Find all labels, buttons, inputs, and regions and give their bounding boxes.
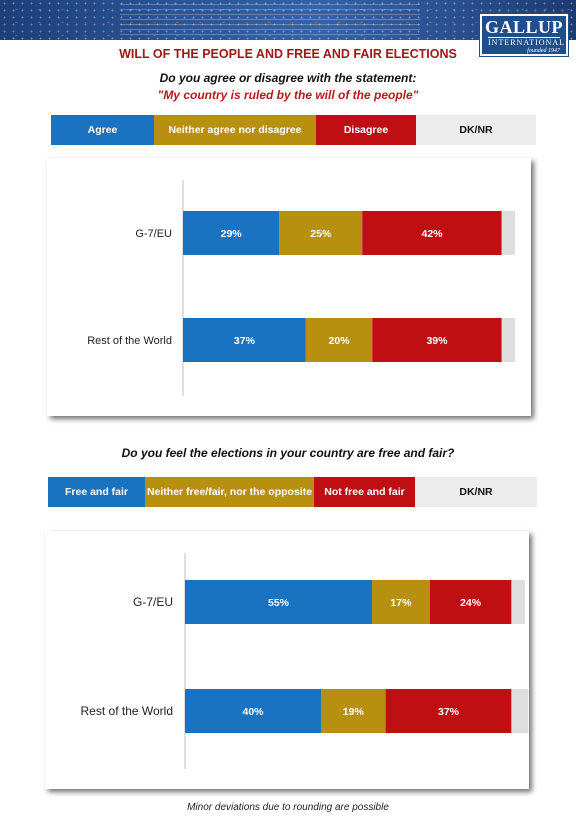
chart1-plot: G-7/EU 29% 25% 42% Rest of the World 37% 20% 39…: [87, 180, 515, 396]
chart2-question: Do you feel the elections in your countr…: [121, 446, 455, 460]
chart2-legend: Free and fair Neither free/fair, nor the…: [48, 477, 537, 507]
logo-sub-text: INTERNATIONAL: [488, 37, 565, 47]
chart2-data-label: 55%: [268, 597, 290, 609]
page-title: WILL OF THE PEOPLE AND FREE AND FAIR ELE…: [119, 47, 457, 61]
chart1-bar-segment: [183, 318, 306, 362]
chart2-bar-segment: [185, 580, 372, 624]
legend2-not-free: Not free and fair: [314, 477, 415, 507]
chart2-category-label: G-7/EU: [133, 595, 173, 609]
chart2-plot: G-7/EU 55% 17% 24% Rest of the World 40% 19% 37…: [81, 553, 529, 769]
chart1-data-label: 39%: [426, 335, 448, 347]
chart2-data-label: 37%: [438, 706, 460, 718]
legend1-disagree: Disagree: [316, 115, 416, 145]
chart2-data-label: 24%: [460, 597, 482, 609]
legend1-agree: Agree: [51, 115, 154, 145]
chart1-bar-segment: [501, 211, 515, 255]
chart2-bar-segment: [372, 580, 430, 624]
chart1-data-label: 42%: [421, 228, 443, 240]
chart2-bar-segment: [321, 689, 386, 733]
chart2-bar-segment: [185, 689, 321, 733]
chart2-bar-segment: [429, 580, 512, 624]
chart1-category-label: G-7/EU: [135, 228, 172, 240]
chart2-data-label: 40%: [242, 706, 264, 718]
chart1-legend: Agree Neither agree nor disagree Disagre…: [51, 115, 536, 145]
chart1-bar-segment: [501, 318, 515, 362]
footnote: Minor deviations due to rounding are pos…: [187, 802, 389, 813]
banner-text-texture: [120, 4, 420, 36]
chart1-bar-segment: [183, 211, 280, 255]
chart1-data-label: 20%: [329, 335, 351, 347]
logo-main-text: GALLUP: [484, 17, 563, 37]
legend1-neither: Neither agree nor disagree: [154, 115, 316, 145]
chart1-bar-segment: [305, 318, 373, 362]
chart2-data-label: 17%: [390, 597, 412, 609]
chart2-panel: G-7/EU 55% 17% 24% Rest of the World 40% 19% 37…: [45, 531, 529, 789]
chart2-category-label: Rest of the World: [81, 704, 173, 718]
logo-founded-text: founded 1947: [527, 48, 560, 54]
chart1-category-label: Rest of the World: [87, 335, 172, 347]
gallup-logo: GALLUP INTERNATIONAL founded 1947: [479, 13, 569, 57]
legend2-dknr: DK/NR: [415, 477, 537, 507]
chart1-question: Do you agree or disagree with the statem…: [159, 71, 417, 85]
legend2-neither: Neither free/fair, nor the opposite: [145, 477, 314, 507]
chart1-bar-segment: [362, 211, 502, 255]
chart1-statement: "My country is ruled by the will of the …: [157, 88, 419, 102]
chart1-bar-segment: [372, 318, 502, 362]
chart1-data-label: 37%: [234, 335, 256, 347]
chart2-data-label: 19%: [343, 706, 365, 718]
chart2-bar-segment: [385, 689, 512, 733]
chart1-data-label: 29%: [221, 228, 243, 240]
chart2-bar-segment: [511, 689, 529, 733]
chart2-bar-segment: [511, 580, 525, 624]
chart1-data-label: 25%: [310, 228, 332, 240]
legend2-free: Free and fair: [48, 477, 145, 507]
legend1-dknr: DK/NR: [416, 115, 536, 145]
chart1-bar-segment: [279, 211, 363, 255]
chart1-panel: G-7/EU 29% 25% 42% Rest of the World 37% 20% 39…: [47, 158, 531, 416]
